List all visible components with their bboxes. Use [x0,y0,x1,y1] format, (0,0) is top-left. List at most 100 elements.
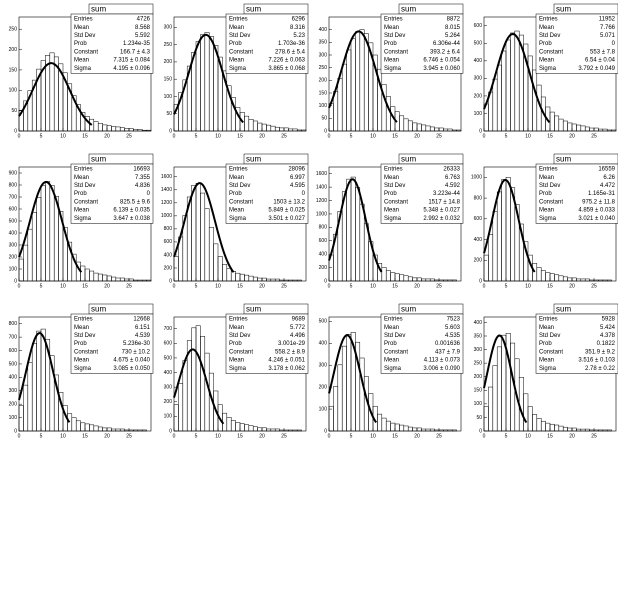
x-tick-label: 20 [259,433,265,439]
x-tick-label: 10 [60,433,66,439]
histogram-bin [611,129,617,132]
stats-name: Prob [229,341,242,347]
stats-name: Mean [384,58,399,64]
stats-name: Prob [74,341,87,347]
stats-name: Std Dev [74,183,95,189]
stats-value: 5.23 [293,33,305,39]
y-tick-label: 700 [9,194,18,200]
y-tick-label: 200 [9,254,18,260]
stats-name: Prob [539,341,552,347]
y-tick-label: 200 [474,258,483,264]
stats-value: 3.178 ± 0.062 [268,366,305,372]
stats-value: 5.348 ± 0.027 [423,208,460,214]
y-tick-label: 1200 [316,198,327,204]
y-tick-label: 700 [164,326,173,332]
histogram-bin [296,279,302,282]
stats-name: Entries [74,317,93,323]
x-tick-label: 15 [547,433,553,439]
stats-value: 0.1822 [597,341,616,347]
x-tick-label: 15 [82,283,88,289]
stats-name: Std Dev [74,33,95,39]
stats-value: 1.234e-35 [123,41,151,47]
chart-title: sum [91,5,106,14]
stats-box [535,313,618,374]
y-tick-label: 500 [164,355,173,361]
stats-value: 6.26 [603,175,615,181]
y-tick-label: 100 [474,111,483,117]
x-tick-label: 15 [237,433,243,439]
stats-value: 5.264 [445,33,461,39]
stats-name: Mean [384,25,399,31]
x-tick-label: 10 [525,433,531,439]
y-tick-label: 0 [479,278,482,284]
stats-value: 3.001e-29 [278,341,306,347]
fit-curve [173,348,225,425]
stats-name: Std Dev [229,333,250,339]
stats-value: 8.568 [135,25,151,31]
stats-name: Constant [74,349,98,355]
fit-curve [328,30,398,123]
x-tick-label: 0 [483,133,486,139]
y-tick-label: 200 [319,384,328,390]
histogram-bin [146,279,152,282]
fit-curve [18,332,71,423]
stats-name: Std Dev [384,333,405,339]
y-tick-label: 400 [319,341,328,347]
x-tick-label: 15 [392,133,398,139]
stats-name: Entries [74,17,93,23]
x-tick-label: 5 [350,283,353,289]
stats-value: 3.501 ± 0.027 [268,216,305,222]
stats-box [535,13,618,74]
y-tick-label: 150 [9,67,18,73]
stats-value: 351.9 ± 9.2 [585,349,616,355]
stats-name: Mean [74,25,89,31]
stats-name: Entries [229,17,248,23]
x-tick-label: 5 [195,283,198,289]
stats-name: Mean [229,208,244,214]
stats-name: Constant [229,349,253,355]
stats-name: Prob [74,41,87,47]
y-tick-label: 400 [474,320,483,326]
y-tick-label: 600 [474,23,483,29]
stats-name: Mean [74,58,89,64]
stats-name: Mean [74,175,89,181]
x-tick-label: 0 [483,283,486,289]
y-tick-label: 300 [9,242,18,248]
stats-value: 3.945 ± 0.060 [423,66,460,72]
stats-name: Sigma [229,366,247,372]
stats-value: 4.195 ± 0.096 [113,66,150,72]
fit-curve [483,334,528,424]
x-tick-label: 10 [525,133,531,139]
y-tick-label: 250 [164,42,173,48]
stats-name: Std Dev [74,333,95,339]
stats-name: Prob [384,341,397,347]
stats-value: 5.424 [600,325,616,331]
stats-value: 4.836 [135,183,151,189]
y-tick-label: 0 [14,278,17,284]
stats-name: Mean [229,25,244,31]
histogram-bin [301,129,307,132]
stats-name: Prob [539,191,552,197]
y-tick-label: 100 [164,94,173,100]
histogram-bin [451,279,457,282]
x-tick-label: 20 [259,283,265,289]
y-tick-label: 300 [474,76,483,82]
fit-curve [483,178,536,273]
chart-title: sum [401,305,416,314]
stats-value: 6.997 [290,175,306,181]
x-tick-label: 25 [126,133,132,139]
y-tick-label: 300 [319,363,328,369]
y-tick-label: 150 [474,388,483,394]
stats-value: 4.592 [445,183,461,189]
stats-box [225,13,309,74]
stats-name: Mean [384,175,399,181]
x-tick-label: 10 [215,133,221,139]
x-tick-label: 20 [104,283,110,289]
stats-name: Mean [539,358,554,364]
stats-value: 6296 [292,17,306,23]
y-tick-label: 0 [479,428,482,434]
chart-title: sum [401,5,416,14]
stats-value: 553 ± 7.8 [590,49,616,55]
y-tick-label: 200 [319,265,328,271]
